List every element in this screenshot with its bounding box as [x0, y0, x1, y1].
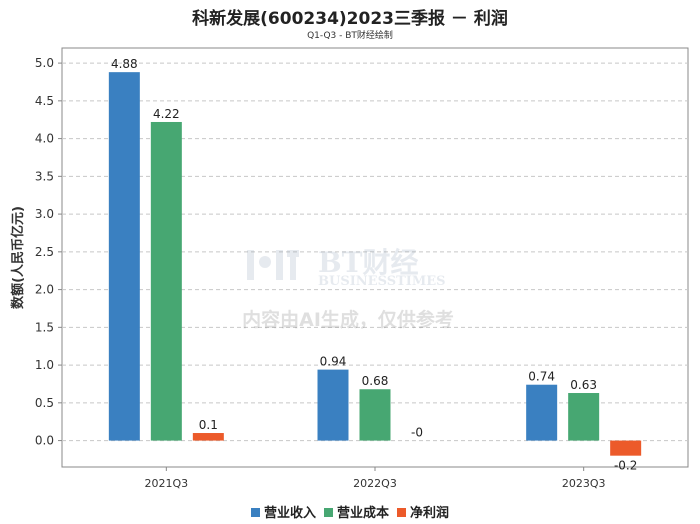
y-tick-label: 2.5 — [35, 245, 54, 259]
y-tick-label: 5.0 — [35, 56, 54, 70]
data-label: 0.74 — [528, 370, 555, 384]
bar — [192, 433, 224, 441]
data-label: 4.22 — [153, 107, 180, 121]
data-label: -0.2 — [614, 459, 637, 473]
bar — [526, 384, 558, 441]
bar — [108, 72, 140, 441]
legend: 营业收入 营业成本 净利润 — [0, 502, 700, 521]
x-tick-label: 2023Q3 — [562, 477, 606, 490]
watermark: BT财经 BUSINESSTIMES 内容由AI生成，仅供参考 — [242, 246, 454, 331]
bar — [568, 393, 600, 441]
y-tick-label: 1.0 — [35, 358, 54, 372]
legend-swatch — [397, 508, 406, 517]
data-label: 0.94 — [320, 355, 347, 369]
bar — [317, 369, 349, 441]
bt-logo-icon — [247, 250, 299, 280]
y-tick-label: 2.0 — [35, 283, 54, 297]
chart-title: 科新发展(600234)2023三季报 － 利润 — [192, 9, 508, 29]
watermark-brand: BT财经 — [318, 246, 419, 279]
x-tick-label: 2022Q3 — [353, 477, 397, 490]
legend-label: 营业成本 — [336, 506, 389, 521]
y-axis-label: 数额(人民币亿元) — [10, 206, 26, 309]
y-tick-label: 1.5 — [35, 320, 54, 334]
bar — [610, 440, 642, 456]
legend-label: 营业收入 — [263, 506, 316, 521]
x-tick-label: 2021Q3 — [145, 477, 189, 490]
y-tick-label: 4.5 — [35, 94, 54, 108]
y-tick-label: 3.5 — [35, 169, 54, 183]
legend-label: 净利润 — [410, 506, 450, 521]
data-label: 0.1 — [199, 418, 218, 432]
y-tick-label: 3.0 — [35, 207, 54, 221]
bar — [150, 121, 182, 441]
data-label: -0 — [411, 426, 423, 440]
legend-item: 营业成本 — [323, 502, 389, 521]
watermark-brand-en: BUSINESSTIMES — [318, 274, 446, 289]
chart-subtitle: Q1-Q3 - BT财经绘制 — [307, 31, 393, 41]
y-tick-label: 0.0 — [35, 434, 54, 448]
legend-item: 净利润 — [397, 502, 449, 521]
y-tick-label: 4.0 — [35, 132, 54, 146]
legend-item: 营业收入 — [250, 502, 316, 521]
legend-swatch — [323, 508, 333, 517]
data-label: 4.88 — [111, 57, 138, 71]
legend-swatch — [250, 508, 260, 517]
data-label: 0.63 — [570, 378, 597, 392]
bar — [359, 389, 391, 441]
y-tick-label: 0.5 — [35, 396, 54, 410]
watermark-notice: 内容由AI生成，仅供参考 — [242, 308, 454, 331]
data-label: 0.68 — [362, 374, 389, 388]
